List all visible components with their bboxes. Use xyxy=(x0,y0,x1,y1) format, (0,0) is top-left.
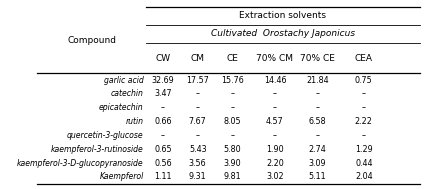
Text: 7.67: 7.67 xyxy=(189,117,207,126)
Text: 0.75: 0.75 xyxy=(355,76,373,84)
Text: –: – xyxy=(362,89,366,98)
Text: –: – xyxy=(230,103,235,112)
Text: –: – xyxy=(196,131,200,140)
Text: 32.69: 32.69 xyxy=(152,76,174,84)
Text: 9.81: 9.81 xyxy=(224,172,241,181)
Text: 70% CM: 70% CM xyxy=(256,54,293,63)
Text: 3.09: 3.09 xyxy=(309,159,326,168)
Text: 3.47: 3.47 xyxy=(154,89,172,98)
Text: 3.02: 3.02 xyxy=(266,172,284,181)
Text: catechin: catechin xyxy=(111,89,144,98)
Text: 3.56: 3.56 xyxy=(189,159,207,168)
Text: 6.58: 6.58 xyxy=(309,117,326,126)
Text: 15.76: 15.76 xyxy=(221,76,244,84)
Text: –: – xyxy=(315,131,320,140)
Text: –: – xyxy=(196,89,200,98)
Text: –: – xyxy=(273,103,277,112)
Text: Cultivated  Orostachy Japonicus: Cultivated Orostachy Japonicus xyxy=(211,29,355,39)
Text: 9.31: 9.31 xyxy=(189,172,207,181)
Text: 5.11: 5.11 xyxy=(309,172,326,181)
Text: 14.46: 14.46 xyxy=(264,76,286,84)
Text: Compound: Compound xyxy=(67,36,116,45)
Text: –: – xyxy=(315,103,320,112)
Text: 5.43: 5.43 xyxy=(189,145,207,154)
Text: 1.29: 1.29 xyxy=(355,145,373,154)
Text: kaempferol-3-D-glucopyranoside: kaempferol-3-D-glucopyranoside xyxy=(17,159,144,168)
Text: 0.66: 0.66 xyxy=(154,117,172,126)
Text: –: – xyxy=(273,89,277,98)
Text: –: – xyxy=(273,131,277,140)
Text: 0.56: 0.56 xyxy=(154,159,172,168)
Text: –: – xyxy=(161,103,165,112)
Text: CM: CM xyxy=(191,54,205,63)
Text: kaempferol-3-rutinoside: kaempferol-3-rutinoside xyxy=(51,145,144,154)
Text: 2.22: 2.22 xyxy=(355,117,373,126)
Text: garlic acid: garlic acid xyxy=(104,76,144,84)
Text: quercetin-3-glucose: quercetin-3-glucose xyxy=(67,131,144,140)
Text: CEA: CEA xyxy=(355,54,373,63)
Text: –: – xyxy=(230,131,235,140)
Text: 2.04: 2.04 xyxy=(355,172,373,181)
Text: –: – xyxy=(362,131,366,140)
Text: –: – xyxy=(315,89,320,98)
Text: Kaempferol: Kaempferol xyxy=(99,172,144,181)
Text: 1.11: 1.11 xyxy=(154,172,172,181)
Text: –: – xyxy=(362,103,366,112)
Text: 0.44: 0.44 xyxy=(355,159,372,168)
Text: 1.90: 1.90 xyxy=(266,145,284,154)
Text: 0.65: 0.65 xyxy=(154,145,172,154)
Text: 3.90: 3.90 xyxy=(224,159,241,168)
Text: 2.20: 2.20 xyxy=(266,159,284,168)
Text: 21.84: 21.84 xyxy=(306,76,329,84)
Text: 5.80: 5.80 xyxy=(224,145,241,154)
Text: epicatechin: epicatechin xyxy=(99,103,144,112)
Text: 17.57: 17.57 xyxy=(186,76,209,84)
Text: Extraction solvents: Extraction solvents xyxy=(239,11,326,20)
Text: CE: CE xyxy=(227,54,238,63)
Text: 8.05: 8.05 xyxy=(224,117,241,126)
Text: –: – xyxy=(196,103,200,112)
Text: 2.74: 2.74 xyxy=(309,145,326,154)
Text: –: – xyxy=(161,131,165,140)
Text: CW: CW xyxy=(156,54,170,63)
Text: rutin: rutin xyxy=(126,117,144,126)
Text: 4.57: 4.57 xyxy=(266,117,284,126)
Text: –: – xyxy=(230,89,235,98)
Text: 70% CE: 70% CE xyxy=(300,54,335,63)
